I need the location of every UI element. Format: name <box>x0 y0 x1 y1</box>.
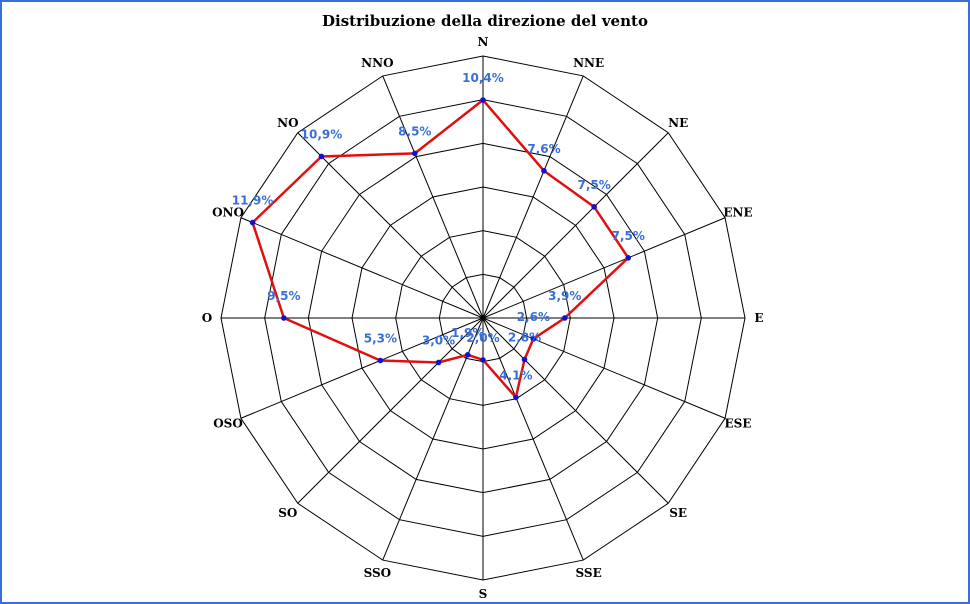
direction-label: SE <box>669 506 687 520</box>
grid-spoke <box>240 217 484 319</box>
value-labels: 10,4% 7,6% 7,5% 7,5% 3,9% 2,6% 2,8% 4,1% 2,0%1,9… <box>232 71 645 382</box>
direction-labels: N NNE NE ENE E ESE SE SSE S SSO SO OSO O ONO NO NNO <box>202 35 764 601</box>
data-point <box>249 219 256 226</box>
data-point <box>377 357 384 364</box>
grid-spoke <box>482 317 669 504</box>
direction-label: E <box>754 311 763 325</box>
value-label: 2,6% <box>517 310 550 324</box>
radar-points <box>249 97 632 401</box>
value-label: 5,3% <box>364 332 397 346</box>
direction-label: NO <box>277 116 298 130</box>
value-label: 4,1% <box>499 368 532 382</box>
data-point <box>521 356 528 363</box>
value-label: 3,9% <box>548 289 581 303</box>
data-point <box>513 394 519 401</box>
value-label: 1,9% <box>451 326 484 340</box>
data-point <box>480 97 486 103</box>
direction-label: SSE <box>576 566 602 580</box>
direction-label: SSO <box>364 566 392 580</box>
direction-label: NNO <box>361 56 393 70</box>
chart-title: Distribuzione della direzione del vento <box>322 12 648 30</box>
direction-label: ONO <box>212 205 244 219</box>
direction-label: OSO <box>213 417 243 431</box>
direction-label: S <box>479 587 488 601</box>
data-point <box>281 315 287 321</box>
direction-label: ENE <box>723 205 752 219</box>
direction-label: O <box>202 311 212 325</box>
grid-spoke <box>297 132 484 319</box>
value-label: 3,0% <box>422 333 455 347</box>
direction-label: NE <box>668 116 688 130</box>
data-point <box>412 150 418 157</box>
direction-label: ESE <box>725 417 752 431</box>
grid-spoke <box>240 317 484 419</box>
grid-spoke <box>482 75 584 319</box>
grid-spoke <box>482 317 584 561</box>
data-point <box>464 351 471 358</box>
direction-label: N <box>478 35 489 49</box>
data-point <box>591 204 597 210</box>
value-label: 2,0% <box>466 331 499 345</box>
direction-label: SO <box>278 506 297 520</box>
value-label: 11,9% <box>232 194 274 208</box>
value-label: 7,5% <box>578 178 611 192</box>
value-label: 7,6% <box>527 142 560 156</box>
direction-label: NNE <box>573 56 604 70</box>
grid-spoke <box>382 317 484 561</box>
series-line <box>251 98 630 401</box>
grid-spoke <box>482 132 669 319</box>
grid-spoke <box>482 217 726 319</box>
radar-grid <box>220 55 746 581</box>
value-label: 10,9% <box>301 127 343 141</box>
data-point <box>480 357 486 363</box>
data-point <box>561 315 568 321</box>
data-point <box>625 255 632 261</box>
data-point <box>541 168 547 174</box>
data-point <box>530 336 537 342</box>
value-label: 9,5% <box>267 289 300 303</box>
grid-spoke <box>382 75 484 319</box>
value-label: 10,4% <box>462 71 504 85</box>
grid-spoke <box>297 317 484 504</box>
data-point <box>435 359 442 366</box>
grid-spoke <box>482 317 726 419</box>
value-label: 2,8% <box>508 330 541 344</box>
value-label: 8,5% <box>398 124 431 138</box>
radar-series <box>251 98 630 401</box>
data-point <box>318 153 325 160</box>
value-label: 7,5% <box>612 229 645 243</box>
